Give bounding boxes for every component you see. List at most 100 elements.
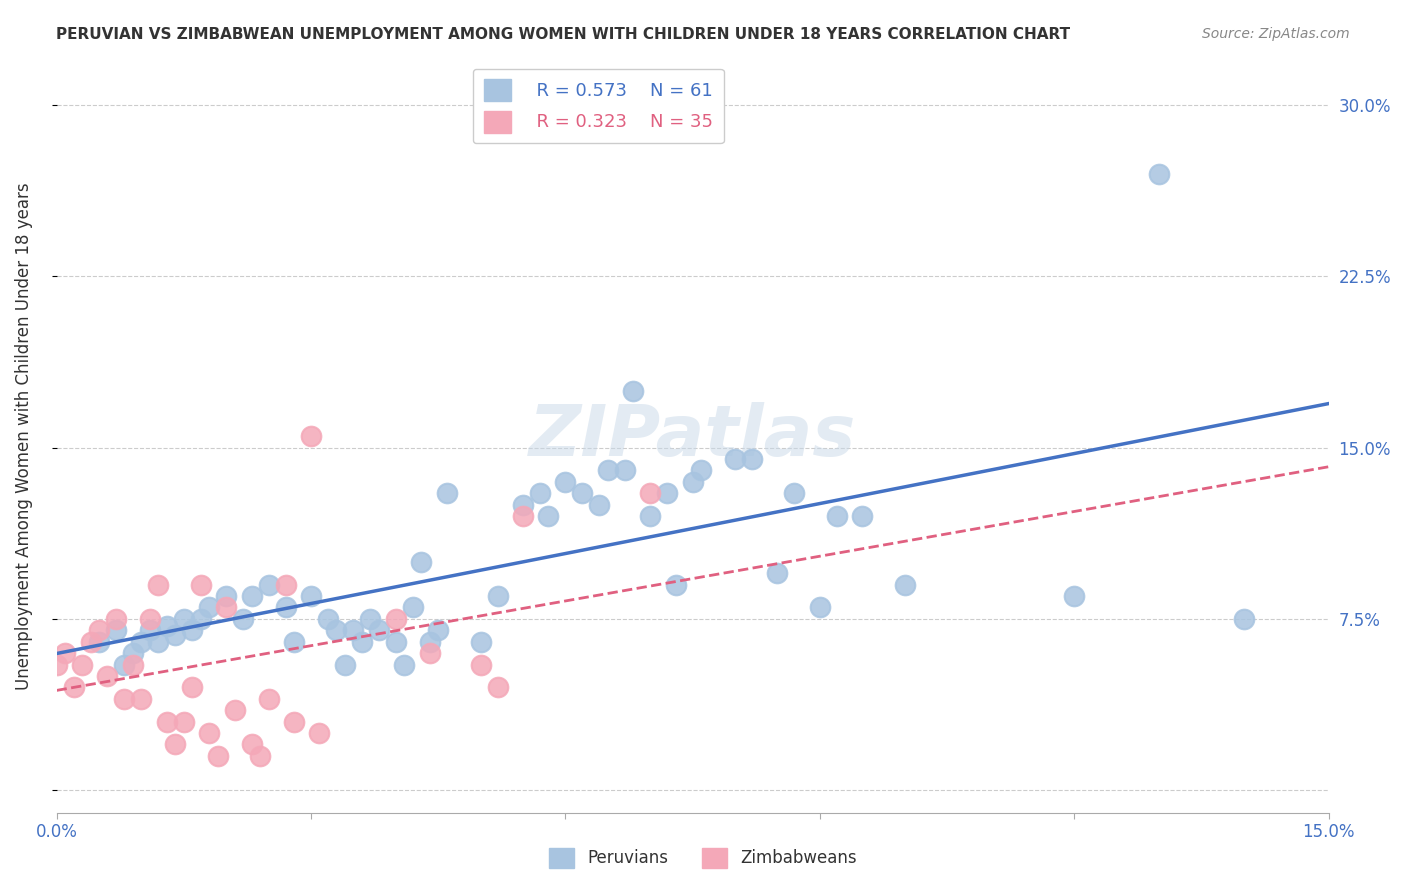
Point	[198, 726, 221, 740]
Point	[851, 509, 873, 524]
Point	[1233, 612, 1256, 626]
Point	[690, 463, 713, 477]
Point	[621, 384, 644, 398]
Point	[470, 657, 492, 672]
Point	[385, 612, 408, 626]
Point	[825, 509, 848, 524]
Point	[724, 452, 747, 467]
Point	[207, 748, 229, 763]
Point	[156, 618, 179, 632]
Point	[104, 612, 127, 626]
Point	[512, 498, 534, 512]
Point	[122, 657, 145, 672]
Point	[181, 681, 204, 695]
Point	[283, 634, 305, 648]
Point	[316, 612, 339, 626]
Point	[367, 624, 389, 638]
Point	[419, 646, 441, 660]
Text: Source: ZipAtlas.com: Source: ZipAtlas.com	[1202, 27, 1350, 41]
Point	[53, 646, 76, 660]
Point	[783, 486, 806, 500]
Point	[571, 486, 593, 500]
Point	[139, 612, 162, 626]
Point	[274, 600, 297, 615]
Point	[215, 600, 238, 615]
Point	[148, 577, 170, 591]
Point	[1063, 589, 1085, 603]
Point	[638, 509, 661, 524]
Point	[240, 738, 263, 752]
Point	[87, 624, 110, 638]
Point	[190, 577, 212, 591]
Y-axis label: Unemployment Among Women with Children Under 18 years: Unemployment Among Women with Children U…	[15, 183, 32, 690]
Point	[257, 691, 280, 706]
Point	[665, 577, 688, 591]
Point	[596, 463, 619, 477]
Point	[682, 475, 704, 489]
Point	[131, 634, 153, 648]
Point	[613, 463, 636, 477]
Point	[741, 452, 763, 467]
Point	[215, 589, 238, 603]
Point	[554, 475, 576, 489]
Legend: Peruvians, Zimbabweans: Peruvians, Zimbabweans	[543, 841, 863, 875]
Point	[114, 657, 136, 672]
Point	[893, 577, 915, 591]
Point	[402, 600, 425, 615]
Point	[173, 612, 195, 626]
Point	[394, 657, 416, 672]
Point	[512, 509, 534, 524]
Point	[436, 486, 458, 500]
Point	[325, 624, 347, 638]
Point	[257, 577, 280, 591]
Point	[588, 498, 610, 512]
Point	[139, 624, 162, 638]
Text: PERUVIAN VS ZIMBABWEAN UNEMPLOYMENT AMONG WOMEN WITH CHILDREN UNDER 18 YEARS COR: PERUVIAN VS ZIMBABWEAN UNEMPLOYMENT AMON…	[56, 27, 1070, 42]
Point	[232, 612, 254, 626]
Point	[419, 634, 441, 648]
Point	[70, 657, 93, 672]
Point	[62, 681, 84, 695]
Point	[148, 634, 170, 648]
Point	[45, 657, 67, 672]
Point	[249, 748, 271, 763]
Point	[308, 726, 330, 740]
Point	[283, 714, 305, 729]
Point	[299, 429, 322, 443]
Point	[1147, 167, 1170, 181]
Point	[486, 681, 509, 695]
Point	[274, 577, 297, 591]
Text: ZIPatlas: ZIPatlas	[529, 401, 856, 471]
Point	[79, 634, 101, 648]
Point	[104, 624, 127, 638]
Point	[96, 669, 118, 683]
Point	[87, 634, 110, 648]
Point	[766, 566, 789, 581]
Point	[350, 634, 373, 648]
Point	[190, 612, 212, 626]
Point	[808, 600, 831, 615]
Point	[427, 624, 450, 638]
Point	[333, 657, 356, 672]
Point	[537, 509, 560, 524]
Point	[181, 624, 204, 638]
Point	[131, 691, 153, 706]
Point	[385, 634, 408, 648]
Point	[657, 486, 679, 500]
Point	[529, 486, 551, 500]
Point	[198, 600, 221, 615]
Point	[470, 634, 492, 648]
Point	[638, 486, 661, 500]
Point	[342, 624, 364, 638]
Point	[299, 589, 322, 603]
Point	[114, 691, 136, 706]
Legend:   R = 0.573    N = 61,   R = 0.323    N = 35: R = 0.573 N = 61, R = 0.323 N = 35	[472, 69, 724, 144]
Point	[156, 714, 179, 729]
Point	[224, 703, 246, 717]
Point	[486, 589, 509, 603]
Point	[165, 628, 187, 642]
Point	[173, 714, 195, 729]
Point	[411, 555, 433, 569]
Point	[359, 612, 381, 626]
Point	[165, 738, 187, 752]
